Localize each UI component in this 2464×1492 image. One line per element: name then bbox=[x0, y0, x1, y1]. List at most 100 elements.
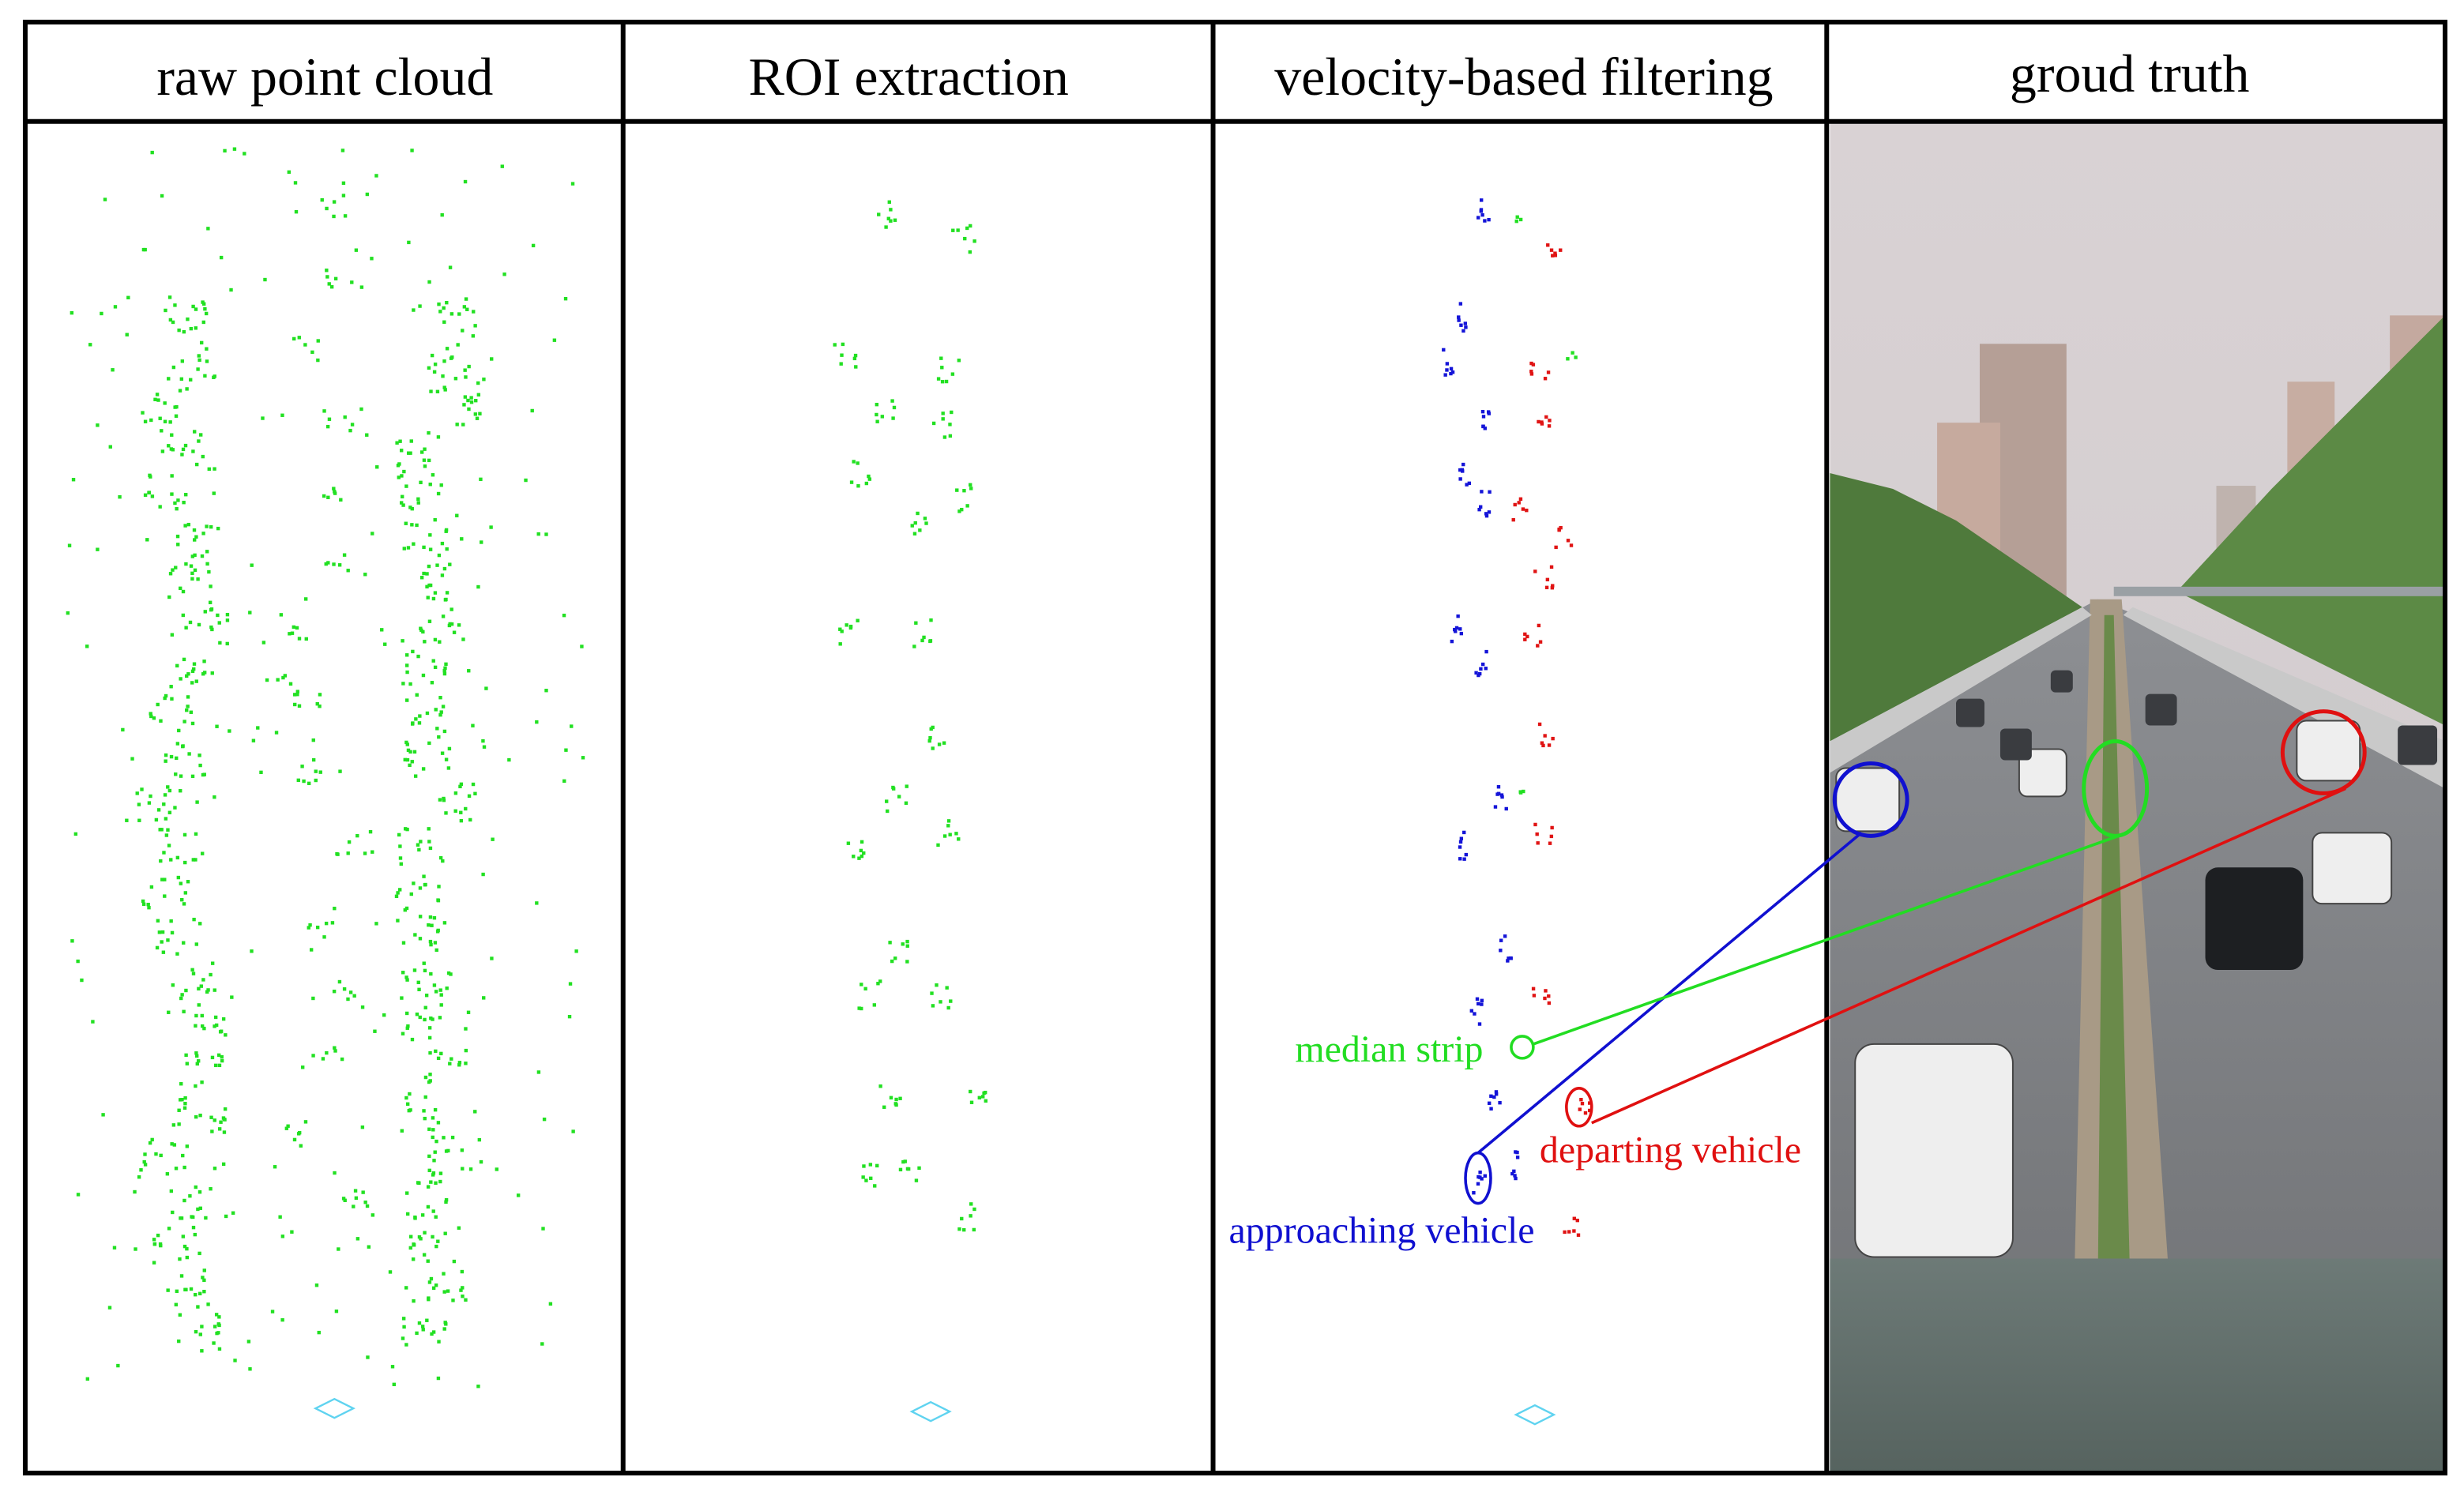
point bbox=[311, 996, 315, 1001]
point bbox=[153, 397, 157, 401]
point bbox=[290, 631, 295, 635]
point bbox=[1475, 997, 1480, 1001]
point bbox=[194, 1051, 198, 1055]
point bbox=[194, 535, 198, 539]
point bbox=[213, 1063, 218, 1068]
point bbox=[352, 1204, 355, 1208]
point bbox=[449, 356, 453, 360]
point bbox=[1550, 586, 1555, 590]
point bbox=[158, 1242, 163, 1246]
point bbox=[427, 1127, 431, 1131]
point bbox=[175, 404, 179, 409]
point bbox=[448, 1062, 452, 1065]
point bbox=[190, 968, 194, 972]
point bbox=[1499, 949, 1503, 953]
point bbox=[193, 568, 197, 573]
point bbox=[318, 770, 322, 774]
point bbox=[1496, 785, 1501, 789]
point bbox=[130, 757, 134, 761]
point bbox=[177, 728, 181, 733]
point bbox=[433, 665, 438, 670]
point bbox=[423, 1005, 427, 1009]
point bbox=[452, 1259, 457, 1264]
point bbox=[156, 398, 160, 402]
point bbox=[436, 435, 441, 439]
point bbox=[197, 1251, 201, 1256]
point bbox=[948, 832, 952, 836]
point bbox=[461, 1286, 465, 1290]
point bbox=[146, 902, 150, 907]
point bbox=[182, 902, 186, 906]
point bbox=[928, 735, 932, 740]
point bbox=[1587, 1108, 1592, 1113]
point bbox=[231, 1211, 235, 1215]
point bbox=[197, 439, 201, 443]
point bbox=[484, 686, 488, 690]
point bbox=[1515, 1150, 1519, 1155]
point bbox=[1547, 743, 1552, 747]
point bbox=[1545, 577, 1550, 582]
point bbox=[450, 607, 453, 611]
point bbox=[1463, 321, 1468, 325]
point bbox=[1553, 254, 1558, 257]
point bbox=[1442, 348, 1446, 352]
point bbox=[418, 915, 423, 919]
point bbox=[417, 847, 421, 852]
point bbox=[363, 851, 367, 855]
point bbox=[404, 1011, 409, 1016]
point bbox=[1487, 1101, 1492, 1105]
point bbox=[210, 1129, 214, 1133]
point bbox=[408, 505, 412, 509]
point bbox=[1540, 741, 1544, 745]
point bbox=[423, 1017, 427, 1022]
point bbox=[1511, 517, 1515, 522]
point bbox=[156, 702, 160, 707]
point bbox=[307, 781, 311, 786]
point bbox=[347, 840, 352, 844]
point bbox=[466, 1010, 471, 1014]
point bbox=[1531, 987, 1536, 991]
point bbox=[471, 334, 476, 338]
point bbox=[411, 649, 415, 654]
point bbox=[1478, 1171, 1482, 1174]
point bbox=[442, 1136, 446, 1140]
point bbox=[429, 1180, 433, 1184]
point bbox=[1494, 1090, 1499, 1094]
point bbox=[442, 566, 447, 571]
point bbox=[197, 754, 201, 757]
point bbox=[182, 500, 186, 505]
point bbox=[410, 148, 414, 152]
point bbox=[432, 915, 437, 920]
point bbox=[950, 372, 955, 376]
point bbox=[422, 571, 426, 576]
point bbox=[419, 480, 423, 485]
point bbox=[437, 885, 441, 889]
point bbox=[348, 990, 353, 994]
point bbox=[1480, 998, 1484, 1002]
point bbox=[175, 855, 180, 860]
point bbox=[1544, 989, 1548, 993]
point bbox=[224, 1033, 228, 1037]
point bbox=[840, 353, 844, 357]
point bbox=[160, 940, 164, 944]
point bbox=[200, 1080, 204, 1084]
point bbox=[476, 393, 481, 397]
point bbox=[1517, 501, 1521, 505]
point bbox=[931, 421, 936, 426]
point bbox=[159, 719, 163, 723]
point bbox=[1454, 626, 1459, 630]
point bbox=[1461, 329, 1465, 333]
point bbox=[923, 517, 927, 521]
point bbox=[207, 467, 211, 472]
point bbox=[1554, 545, 1558, 550]
point bbox=[167, 1227, 171, 1231]
point bbox=[1484, 667, 1488, 671]
point bbox=[969, 1202, 973, 1206]
point bbox=[413, 933, 417, 937]
point bbox=[425, 584, 429, 589]
point bbox=[845, 623, 848, 627]
point bbox=[280, 1317, 284, 1322]
point bbox=[273, 1165, 277, 1169]
point bbox=[427, 1168, 431, 1173]
